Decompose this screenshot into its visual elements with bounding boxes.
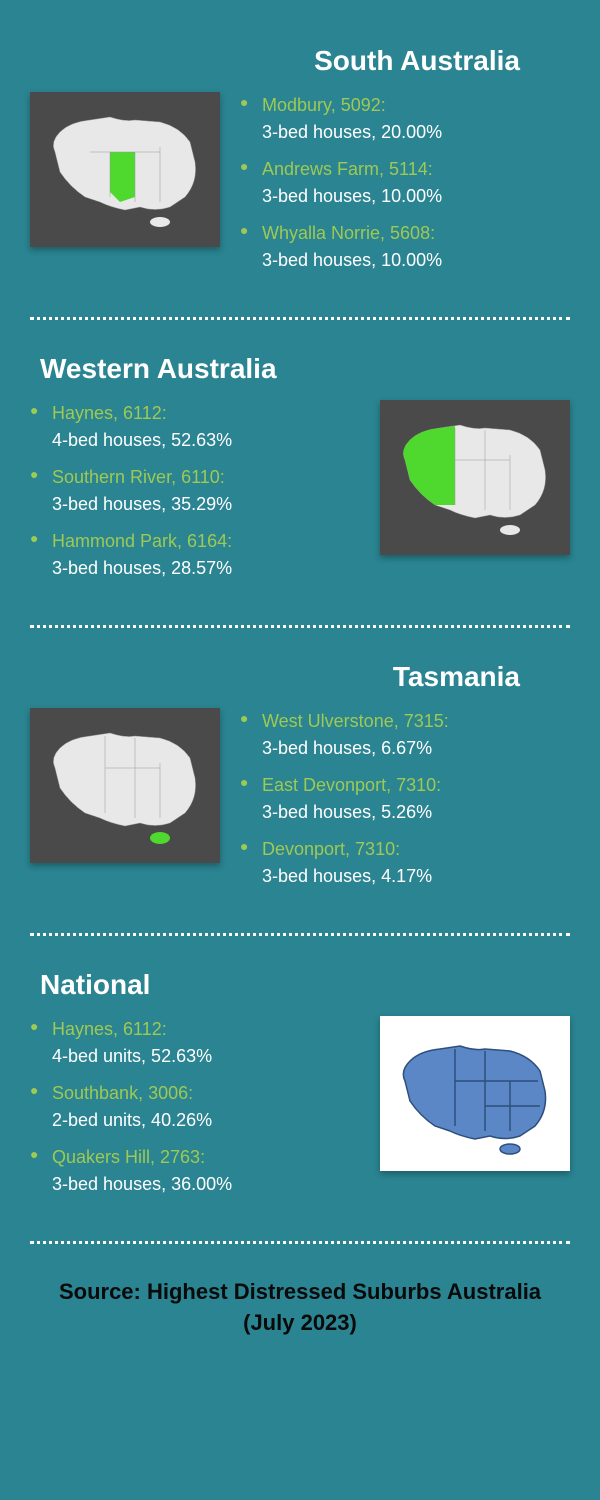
suburb-name: East Devonport, 7310: <box>262 775 441 795</box>
suburb-detail: 3-bed houses, 35.29% <box>52 491 360 518</box>
suburb-detail: 2-bed units, 40.26% <box>52 1107 360 1134</box>
suburb-list: West Ulverstone, 7315: 3-bed houses, 6.67… <box>240 708 570 900</box>
suburb-detail: 3-bed houses, 10.00% <box>262 183 570 210</box>
section-row: Haynes, 6112: 4-bed houses, 52.63% Southe… <box>30 400 570 592</box>
list-item: Andrews Farm, 5114: 3-bed houses, 10.00% <box>240 156 570 210</box>
map-national <box>380 1016 570 1171</box>
australia-map-icon <box>390 410 560 545</box>
suburb-name: Devonport, 7310: <box>262 839 400 859</box>
section-title: Western Australia <box>30 353 570 385</box>
suburb-detail: 4-bed units, 52.63% <box>52 1043 360 1070</box>
divider <box>30 625 570 628</box>
suburb-detail: 3-bed houses, 20.00% <box>262 119 570 146</box>
section-title: National <box>30 969 570 1001</box>
section-title: Tasmania <box>30 661 570 693</box>
section-title: South Australia <box>30 45 570 77</box>
australia-map-icon <box>40 718 210 853</box>
divider <box>30 317 570 320</box>
list-item: East Devonport, 7310: 3-bed houses, 5.26% <box>240 772 570 826</box>
map-tas <box>30 708 220 863</box>
list-item: Southern River, 6110: 3-bed houses, 35.29… <box>30 464 360 518</box>
list-item: West Ulverstone, 7315: 3-bed houses, 6.67… <box>240 708 570 762</box>
suburb-name: West Ulverstone, 7315: <box>262 711 449 731</box>
suburb-detail: 3-bed houses, 6.67% <box>262 735 570 762</box>
section-south-australia: South Australia Modbury, 5092: 3-bed hous… <box>30 20 570 309</box>
suburb-name: Modbury, 5092: <box>262 95 386 115</box>
suburb-detail: 3-bed houses, 10.00% <box>262 247 570 274</box>
suburb-detail: 4-bed houses, 52.63% <box>52 427 360 454</box>
list-item: Quakers Hill, 2763: 3-bed houses, 36.00% <box>30 1144 360 1198</box>
list-item: Haynes, 6112: 4-bed units, 52.63% <box>30 1016 360 1070</box>
suburb-name: Whyalla Norrie, 5608: <box>262 223 435 243</box>
section-national: National Haynes, 6112: 4-bed units, 52.63… <box>30 944 570 1233</box>
suburb-list: Haynes, 6112: 4-bed houses, 52.63% Southe… <box>30 400 360 592</box>
section-western-australia: Western Australia Haynes, 6112: 4-bed hou… <box>30 328 570 617</box>
divider <box>30 933 570 936</box>
suburb-name: Southbank, 3006: <box>52 1083 193 1103</box>
list-item: Southbank, 3006: 2-bed units, 40.26% <box>30 1080 360 1134</box>
suburb-name: Haynes, 6112: <box>52 1019 167 1039</box>
australia-map-blue-icon <box>390 1026 560 1161</box>
list-item: Modbury, 5092: 3-bed houses, 20.00% <box>240 92 570 146</box>
suburb-name: Haynes, 6112: <box>52 403 167 423</box>
map-sa <box>30 92 220 247</box>
list-item: Devonport, 7310: 3-bed houses, 4.17% <box>240 836 570 890</box>
suburb-name: Hammond Park, 6164: <box>52 531 232 551</box>
suburb-list: Haynes, 6112: 4-bed units, 52.63% Southba… <box>30 1016 360 1208</box>
section-tasmania: Tasmania West Ulverstone, 7315: 3-bed hou… <box>30 636 570 925</box>
suburb-detail: 3-bed houses, 5.26% <box>262 799 570 826</box>
section-row: West Ulverstone, 7315: 3-bed houses, 6.67… <box>30 708 570 900</box>
suburb-list: Modbury, 5092: 3-bed houses, 20.00% Andre… <box>240 92 570 284</box>
section-row: Haynes, 6112: 4-bed units, 52.63% Southba… <box>30 1016 570 1208</box>
suburb-name: Andrews Farm, 5114: <box>262 159 433 179</box>
suburb-name: Southern River, 6110: <box>52 467 225 487</box>
suburb-detail: 3-bed houses, 4.17% <box>262 863 570 890</box>
suburb-name: Quakers Hill, 2763: <box>52 1147 205 1167</box>
list-item: Haynes, 6112: 4-bed houses, 52.63% <box>30 400 360 454</box>
source-footer: Source: Highest Distressed Suburbs Austr… <box>30 1252 570 1364</box>
list-item: Whyalla Norrie, 5608: 3-bed houses, 10.00… <box>240 220 570 274</box>
suburb-detail: 3-bed houses, 36.00% <box>52 1171 360 1198</box>
list-item: Hammond Park, 6164: 3-bed houses, 28.57% <box>30 528 360 582</box>
australia-map-icon <box>40 102 210 237</box>
divider <box>30 1241 570 1244</box>
map-wa <box>380 400 570 555</box>
suburb-detail: 3-bed houses, 28.57% <box>52 555 360 582</box>
section-row: Modbury, 5092: 3-bed houses, 20.00% Andre… <box>30 92 570 284</box>
